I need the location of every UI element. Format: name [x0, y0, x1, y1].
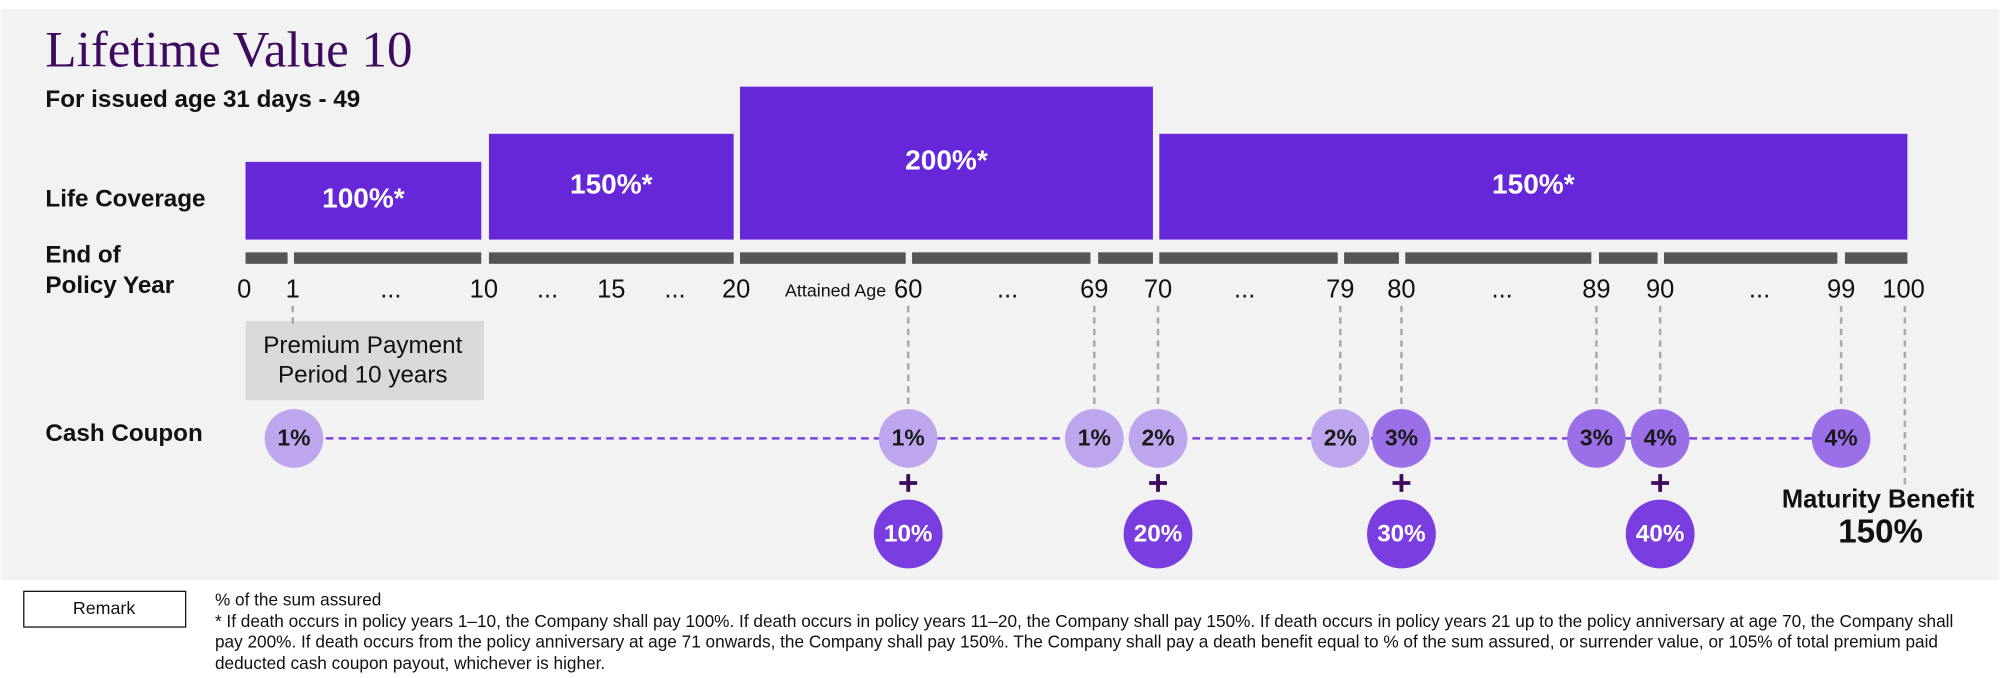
coverage-label: 150%*	[570, 168, 653, 199]
coupon-circle	[1630, 409, 1690, 468]
coverage-bar	[740, 86, 1153, 240]
title: Lifetime Value 10	[45, 23, 412, 79]
remark-label: Remark	[73, 598, 135, 618]
coverage-bar	[245, 161, 482, 240]
bonus-circle	[1625, 499, 1695, 569]
timeline-segment	[1405, 252, 1592, 264]
timeline-label: ...	[1234, 275, 1255, 303]
bonus-label: 40%	[1636, 521, 1684, 548]
coupon-circle	[264, 409, 324, 468]
timeline-label: 20	[722, 275, 750, 303]
coupon-circle	[1310, 409, 1370, 468]
plus-sign	[1149, 474, 1167, 492]
coupon-circle	[1567, 409, 1626, 468]
timeline-label: ...	[997, 275, 1018, 303]
timeline-label: 80	[1387, 275, 1415, 303]
timeline-label: 100	[1882, 275, 1924, 303]
bonus-circle	[1123, 499, 1193, 569]
subtitle: For issued age 31 days - 49	[45, 86, 360, 113]
timeline-label: ...	[664, 275, 685, 303]
plus-sign	[899, 474, 918, 492]
coupon-circle	[878, 409, 938, 468]
coupon-circle	[1372, 409, 1431, 468]
row-label: Policy Year	[45, 272, 174, 299]
timeline-label: ...	[1492, 275, 1513, 303]
row-label: End of	[45, 242, 121, 269]
plus-sign	[1651, 474, 1670, 492]
timeline-label: ...	[1749, 275, 1770, 303]
timeline-segment	[1844, 252, 1908, 264]
bonus-label: 20%	[1134, 521, 1182, 548]
unit-note: % of the sum assured	[214, 590, 382, 610]
remark-box	[23, 590, 187, 628]
coupon-label: 4%	[1644, 425, 1677, 451]
bonus-label: 30%	[1377, 521, 1425, 548]
timeline-label: 10	[470, 275, 498, 303]
coupon-label: 1%	[892, 425, 925, 451]
timeline-segment	[1598, 252, 1658, 264]
timeline-segment	[488, 252, 734, 264]
timeline-segment	[740, 252, 906, 264]
notes: % of the sum assured * If death occurs i…	[215, 590, 1974, 674]
timeline-label: ...	[380, 275, 401, 303]
timeline-label: 99	[1827, 275, 1855, 303]
coverage-bar	[1159, 133, 1908, 240]
timeline-label: 0	[237, 275, 251, 303]
maturity-label: Maturity Benefit	[1782, 486, 1975, 514]
coupon-label: 3%	[1385, 425, 1418, 451]
coupon-label: 1%	[277, 425, 310, 451]
timeline-segment	[1344, 252, 1399, 264]
timeline-segment	[1159, 252, 1338, 264]
plus-sign	[1392, 474, 1411, 492]
coupon-label: 3%	[1580, 425, 1613, 451]
timeline-label: 70	[1144, 275, 1172, 303]
coverage-label: 200%*	[905, 144, 988, 175]
coupon-label: 4%	[1825, 425, 1858, 451]
timeline-label: 69	[1080, 275, 1108, 303]
timeline-segment	[1098, 252, 1153, 264]
timeline-label: 60	[894, 275, 922, 303]
coverage-label: 150%*	[1492, 168, 1575, 199]
coupon-label: 2%	[1141, 425, 1174, 451]
timeline-label: 90	[1646, 275, 1674, 303]
maturity-value: 150%	[1838, 514, 1923, 551]
row-label: Cash Coupon	[45, 420, 202, 447]
bonus-label: 10%	[884, 521, 932, 548]
coverage-bar	[488, 133, 734, 240]
bonus-circle	[1367, 499, 1436, 569]
coupon-circle	[1128, 409, 1188, 468]
coupon-label: 1%	[1078, 425, 1111, 451]
timeline-segment	[245, 252, 288, 264]
timeline-label: 15	[597, 275, 625, 303]
timeline-label: ...	[537, 275, 558, 303]
timeline-segment	[293, 252, 482, 264]
timeline-segment	[912, 252, 1091, 264]
timeline-label: 79	[1326, 275, 1354, 303]
coupon-circle	[1064, 409, 1124, 468]
premium-text: Period 10 years	[278, 361, 448, 388]
premium-box	[245, 321, 484, 401]
row-label: Life Coverage	[45, 185, 205, 212]
timeline-label: 1	[286, 275, 300, 303]
premium-text: Premium Payment	[263, 332, 462, 359]
bonus-circle	[873, 499, 943, 569]
attained-age-label: Attained Age	[785, 281, 886, 301]
notes-block: % of the sum assured * If death occurs i…	[215, 590, 1974, 674]
timeline-segment	[1663, 252, 1838, 264]
coverage-label: 100%*	[322, 182, 405, 213]
coupon-label: 2%	[1324, 425, 1357, 451]
footnote: * If death occurs in policy years 1–10, …	[214, 611, 1954, 673]
coupon-circle	[1811, 409, 1871, 468]
timeline-label: 89	[1582, 275, 1610, 303]
